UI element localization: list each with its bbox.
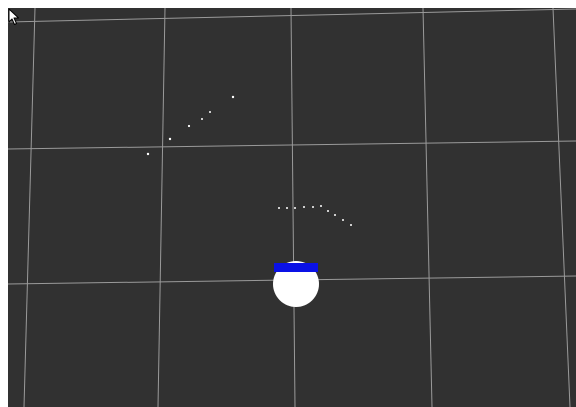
robot-heading-indicator: [274, 263, 318, 272]
scan-point: [278, 207, 280, 209]
grid-line: [552, 8, 571, 407]
grid-line: [290, 8, 296, 407]
scan-point: [146, 152, 150, 156]
scan-point: [334, 214, 336, 216]
scan-point: [312, 206, 314, 208]
ground-grid: [8, 8, 576, 407]
3d-viewport[interactable]: [8, 8, 576, 407]
scan-point: [168, 137, 172, 141]
scan-point: [294, 207, 296, 209]
mouse-pointer-icon: [8, 8, 19, 25]
grid-line: [157, 8, 166, 407]
laser-scan-points: [146, 95, 352, 226]
scan-point: [320, 205, 322, 207]
scan-point: [342, 219, 344, 221]
grid-line: [23, 8, 36, 407]
grid-line: [422, 8, 433, 407]
scan-point: [350, 224, 352, 226]
scan-point: [201, 118, 203, 120]
scan-point: [231, 95, 235, 99]
scan-point: [286, 207, 288, 209]
scan-point: [187, 124, 191, 128]
scan-point: [327, 210, 329, 212]
scan-point: [209, 111, 211, 113]
grid-line: [8, 8, 576, 23]
robot-model: [273, 258, 319, 308]
scan-point: [303, 206, 305, 208]
